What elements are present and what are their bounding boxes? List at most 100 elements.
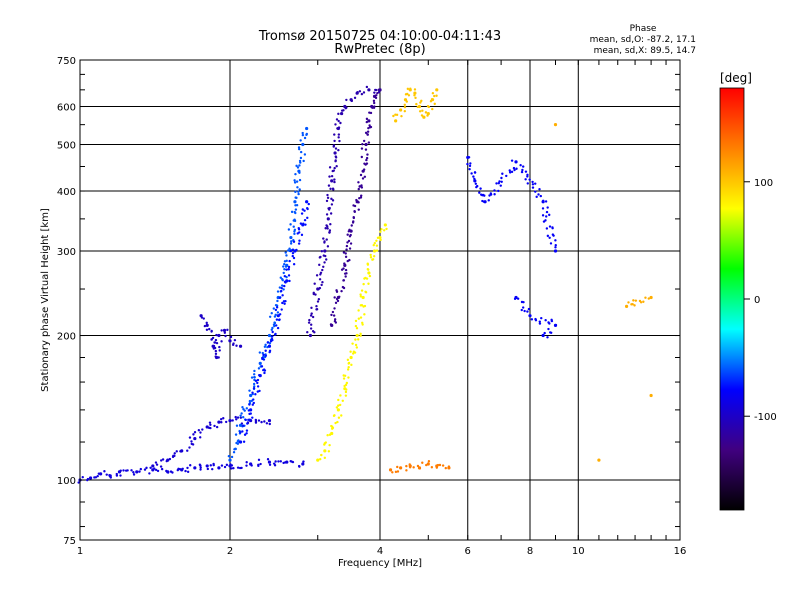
data-point bbox=[283, 262, 286, 266]
data-point bbox=[201, 428, 204, 431]
data-point bbox=[245, 461, 248, 464]
data-point bbox=[212, 344, 216, 348]
data-point bbox=[327, 450, 331, 453]
data-point bbox=[208, 421, 212, 424]
data-point bbox=[526, 182, 529, 185]
data-point bbox=[237, 439, 240, 442]
data-point bbox=[554, 323, 558, 327]
data-point bbox=[426, 462, 430, 466]
data-point bbox=[181, 467, 184, 470]
data-point bbox=[335, 118, 339, 121]
data-point bbox=[353, 96, 357, 100]
data-point bbox=[361, 177, 365, 180]
data-point bbox=[295, 164, 298, 168]
data-point bbox=[330, 313, 333, 317]
data-point bbox=[331, 187, 335, 190]
data-point bbox=[444, 466, 447, 470]
data-point bbox=[344, 390, 348, 394]
data-point bbox=[222, 328, 227, 332]
data-point bbox=[126, 469, 129, 472]
data-point bbox=[355, 333, 359, 338]
data-point bbox=[371, 106, 374, 109]
data-point bbox=[547, 321, 550, 324]
data-point bbox=[132, 473, 136, 476]
data-point bbox=[326, 217, 330, 221]
data-point bbox=[416, 105, 420, 109]
data-point bbox=[289, 249, 293, 253]
data-point bbox=[554, 239, 557, 242]
data-point bbox=[250, 464, 253, 467]
data-point bbox=[278, 313, 282, 316]
data-point bbox=[344, 275, 347, 278]
data-point bbox=[184, 469, 187, 473]
data-point bbox=[288, 259, 291, 263]
data-point bbox=[372, 101, 376, 105]
data-point bbox=[294, 190, 297, 194]
data-point bbox=[369, 125, 373, 129]
data-point bbox=[319, 271, 323, 274]
data-point bbox=[505, 174, 508, 178]
data-point bbox=[333, 307, 336, 310]
phase-box-x: mean, sd,X: 89.5, 14.7 bbox=[594, 46, 696, 56]
data-point bbox=[205, 464, 209, 468]
data-point bbox=[313, 282, 316, 285]
data-point bbox=[365, 117, 369, 121]
data-point bbox=[345, 244, 349, 248]
data-point bbox=[345, 272, 348, 275]
data-point bbox=[364, 131, 368, 135]
data-point bbox=[534, 319, 538, 322]
data-point bbox=[230, 464, 234, 467]
data-point bbox=[224, 420, 228, 424]
data-point bbox=[508, 169, 511, 172]
data-point bbox=[392, 114, 395, 118]
data-point bbox=[351, 352, 355, 355]
data-point bbox=[357, 208, 360, 211]
data-point bbox=[541, 207, 545, 210]
data-point bbox=[624, 304, 629, 309]
data-point bbox=[413, 91, 417, 95]
data-point bbox=[212, 462, 215, 466]
data-point bbox=[364, 142, 368, 147]
data-point bbox=[521, 165, 525, 168]
data-point bbox=[199, 466, 202, 469]
data-point bbox=[291, 248, 295, 251]
data-point bbox=[545, 227, 549, 230]
data-point bbox=[310, 312, 313, 315]
data-point bbox=[302, 222, 305, 225]
data-point bbox=[232, 466, 235, 470]
data-point bbox=[154, 468, 158, 472]
data-point bbox=[290, 210, 294, 214]
data-point bbox=[546, 206, 549, 209]
data-point bbox=[218, 349, 221, 352]
data-point bbox=[346, 241, 349, 244]
data-point bbox=[332, 314, 336, 317]
data-point bbox=[493, 193, 496, 196]
data-point bbox=[230, 455, 234, 459]
data-point bbox=[521, 306, 525, 309]
data-point bbox=[342, 377, 346, 380]
data-point bbox=[290, 460, 293, 463]
data-point bbox=[251, 403, 254, 406]
data-point bbox=[345, 248, 348, 251]
data-point bbox=[315, 308, 319, 311]
data-point bbox=[260, 365, 264, 368]
data-point bbox=[520, 170, 524, 174]
data-point bbox=[326, 245, 330, 248]
data-point bbox=[86, 478, 89, 482]
data-point bbox=[256, 385, 260, 388]
data-point bbox=[374, 88, 378, 92]
data-point bbox=[214, 349, 218, 353]
data-point bbox=[546, 234, 550, 238]
data-point bbox=[375, 239, 378, 242]
data-point bbox=[329, 187, 332, 191]
data-point bbox=[510, 170, 514, 174]
data-point bbox=[466, 162, 469, 166]
data-point bbox=[247, 409, 251, 412]
data-point bbox=[258, 351, 262, 354]
data-point bbox=[278, 296, 282, 300]
data-point bbox=[497, 189, 500, 193]
data-point bbox=[512, 166, 516, 170]
data-point bbox=[301, 462, 305, 466]
data-point bbox=[545, 210, 549, 214]
data-point bbox=[361, 321, 364, 325]
